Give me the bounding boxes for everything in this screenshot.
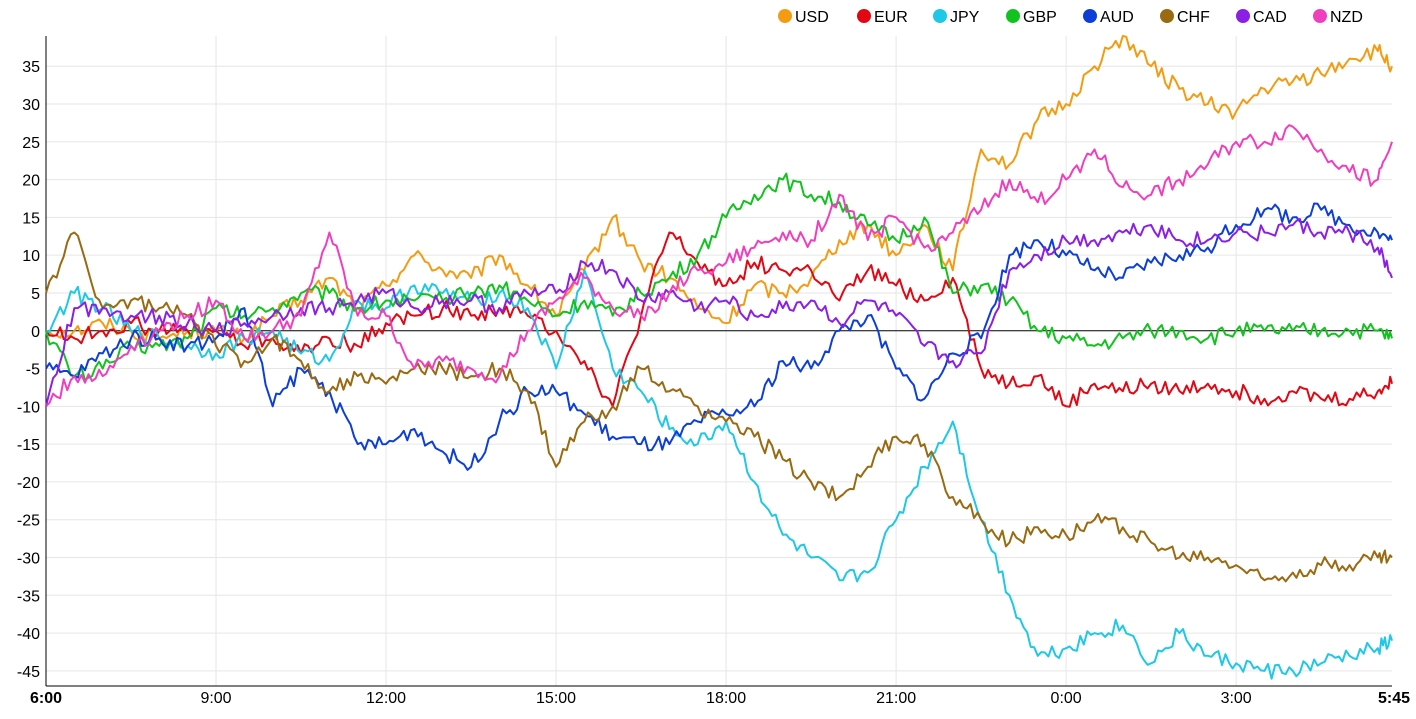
series-line-gbp bbox=[45, 172, 1393, 382]
legend-swatch-eur bbox=[857, 9, 871, 23]
legend-swatch-aud bbox=[1083, 9, 1097, 23]
y-tick-label: 5 bbox=[31, 286, 40, 303]
legend-swatch-gbp bbox=[1006, 9, 1020, 23]
x-tick-label: 5:45 bbox=[1378, 690, 1410, 707]
x-tick-label: 12:00 bbox=[366, 690, 406, 707]
y-tick-label: 15 bbox=[22, 210, 40, 227]
legend-swatch-cad bbox=[1236, 9, 1250, 23]
y-tick-label: 35 bbox=[22, 59, 40, 76]
grid-lines bbox=[46, 36, 1392, 686]
series-lines bbox=[45, 35, 1393, 680]
x-tick-label: 15:00 bbox=[536, 690, 576, 707]
x-tick-label: 3:00 bbox=[1221, 690, 1252, 707]
legend-swatch-usd bbox=[778, 9, 792, 23]
y-tick-label: 20 bbox=[22, 173, 40, 190]
y-tick-label: 0 bbox=[31, 324, 40, 341]
y-tick-label: 10 bbox=[22, 248, 40, 265]
legend-label-cad: CAD bbox=[1253, 9, 1287, 26]
legend-label-jpy: JPY bbox=[950, 9, 980, 26]
legend-swatch-chf bbox=[1160, 9, 1174, 23]
y-tick-label: -35 bbox=[17, 588, 40, 605]
x-tick-label: 6:00 bbox=[30, 690, 62, 707]
legend-label-nzd: NZD bbox=[1330, 9, 1363, 26]
y-tick-label: -20 bbox=[17, 475, 40, 492]
x-tick-label: 0:00 bbox=[1051, 690, 1082, 707]
legend-label-gbp: GBP bbox=[1023, 9, 1057, 26]
series-line-usd bbox=[45, 35, 1393, 345]
y-tick-label: -45 bbox=[17, 664, 40, 681]
legend-label-chf: CHF bbox=[1177, 9, 1210, 26]
legend-label-aud: AUD bbox=[1100, 9, 1134, 26]
x-tick-label: 18:00 bbox=[706, 690, 746, 707]
y-tick-label: 25 bbox=[22, 135, 40, 152]
series-line-aud bbox=[45, 202, 1393, 471]
legend-label-eur: EUR bbox=[874, 9, 908, 26]
series-line-jpy bbox=[45, 269, 1393, 680]
series-line-cad bbox=[45, 218, 1393, 407]
legend-swatch-nzd bbox=[1313, 9, 1327, 23]
x-tick-label: 9:00 bbox=[200, 690, 231, 707]
y-tick-label: -5 bbox=[26, 362, 40, 379]
y-tick-label: 30 bbox=[22, 97, 40, 114]
y-tick-label: -25 bbox=[17, 513, 40, 530]
series-line-chf bbox=[45, 231, 1393, 583]
legend: USD EUR JPY GBP AUD CHF CAD NZD bbox=[778, 9, 1363, 26]
y-tick-label: -40 bbox=[17, 626, 40, 643]
series-line-nzd bbox=[45, 124, 1393, 408]
y-tick-label: -30 bbox=[17, 551, 40, 568]
legend-swatch-jpy bbox=[933, 9, 947, 23]
y-tick-label: -15 bbox=[17, 437, 40, 454]
legend-label-usd: USD bbox=[795, 9, 829, 26]
y-tick-label: -10 bbox=[17, 399, 40, 416]
axes: 35 30 25 20 15 10 5 0 -5 -10 -15 -20 -25 -30 -35 -40 -45… bbox=[17, 36, 1410, 707]
x-tick-label: 21:00 bbox=[876, 690, 916, 707]
